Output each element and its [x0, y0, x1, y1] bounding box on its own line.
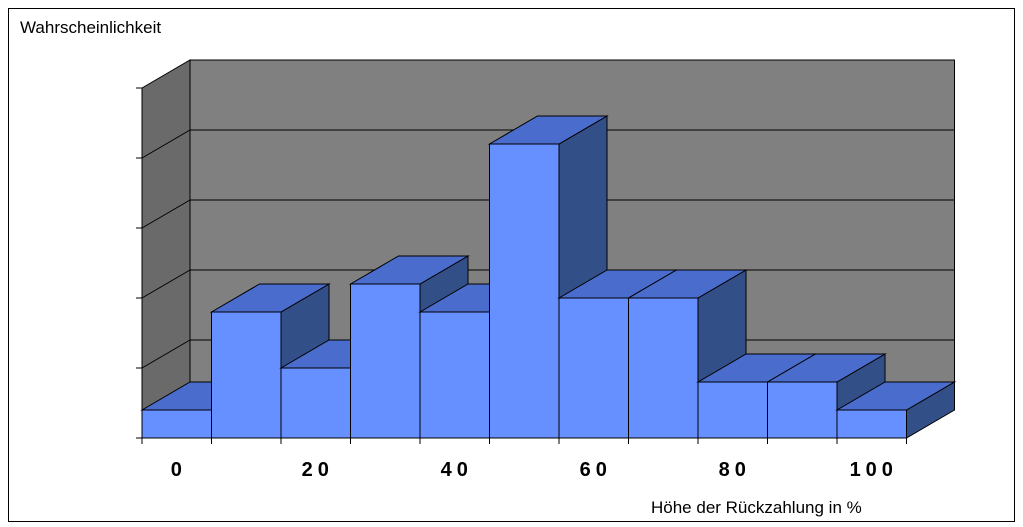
- gridline-side: [141, 269, 191, 299]
- x-tick-label: 60: [580, 459, 612, 481]
- bar: [141, 409, 212, 439]
- bar: [628, 297, 699, 439]
- bar: [350, 283, 421, 439]
- x-axis-label: Höhe der Rückzahlung in %: [651, 498, 862, 517]
- bar: [558, 297, 629, 439]
- x-tick-label: 0: [171, 459, 187, 481]
- gridline-side: [141, 129, 191, 159]
- gridline-side: [141, 339, 191, 369]
- x-tick-label: 40: [441, 459, 473, 481]
- bar: [697, 381, 768, 439]
- x-tick-label: 20: [302, 459, 334, 481]
- bar: [419, 311, 490, 439]
- y-axis-label: Wahrscheinlichkeit: [20, 18, 162, 37]
- x-tick-label: 80: [719, 459, 751, 481]
- bar: [280, 367, 351, 439]
- x-tick-label: 100: [850, 459, 898, 481]
- bar: [211, 311, 282, 439]
- side-wall: [141, 59, 191, 439]
- bar: [836, 409, 907, 439]
- bar: [767, 381, 838, 439]
- gridline-side: [141, 199, 191, 229]
- bar: [489, 143, 560, 439]
